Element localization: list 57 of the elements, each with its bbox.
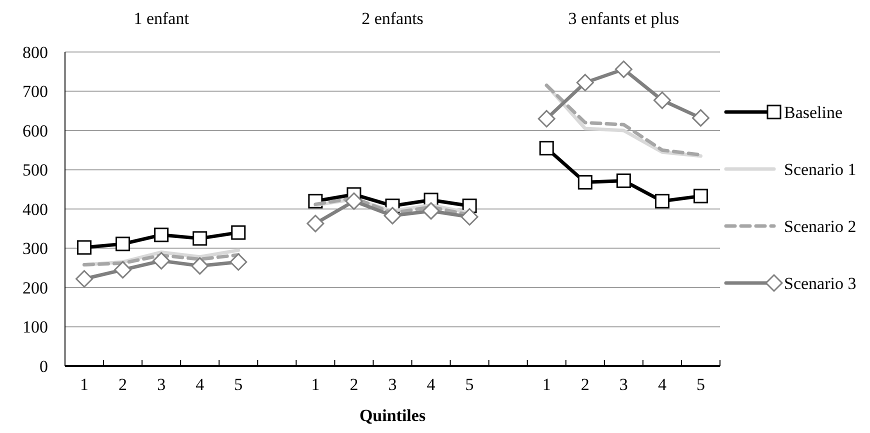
point xyxy=(422,202,440,220)
point xyxy=(76,270,94,288)
point xyxy=(152,252,170,270)
legend-label: Scenario 1 xyxy=(784,160,856,179)
point xyxy=(192,231,208,246)
x-tick-label: 5 xyxy=(234,375,243,394)
point xyxy=(693,188,708,204)
x-tick-label: 2 xyxy=(118,375,128,394)
x-tick-label: 5 xyxy=(696,375,705,394)
point xyxy=(616,173,631,188)
y-tick-label: 800 xyxy=(22,42,48,62)
point xyxy=(114,261,132,279)
point xyxy=(576,74,594,92)
x-tick-label: 1 xyxy=(311,375,320,394)
y-tick-label: 100 xyxy=(22,318,48,337)
point xyxy=(578,175,592,190)
point xyxy=(345,192,363,210)
point xyxy=(692,109,710,127)
y-tick-label: 600 xyxy=(22,121,48,140)
point xyxy=(384,206,402,224)
point xyxy=(460,208,478,226)
point xyxy=(538,110,556,128)
y-tick-label: 200 xyxy=(22,278,48,298)
point xyxy=(230,253,248,271)
point xyxy=(77,240,92,255)
x-tick-label: 4 xyxy=(196,375,205,394)
y-tick-label: 400 xyxy=(22,200,48,219)
legend-label: Scenario 3 xyxy=(784,274,856,293)
point xyxy=(653,92,671,110)
y-tick-label: 0 xyxy=(40,356,48,376)
x-tick-label: 2 xyxy=(350,375,358,394)
y-tick-label: 500 xyxy=(22,160,48,180)
x-tick-label: 3 xyxy=(388,375,397,394)
x-axis-title: Quintiles xyxy=(359,406,426,425)
point xyxy=(154,228,169,242)
x-tick-label: 5 xyxy=(465,375,474,394)
point xyxy=(654,194,670,208)
x-tick-label: 4 xyxy=(426,375,436,394)
point xyxy=(614,60,632,78)
x-tick-label: 4 xyxy=(658,375,667,394)
x-tick-label: 1 xyxy=(80,375,89,394)
text: 2 enfants xyxy=(362,9,424,28)
text: 3 enfants et plus xyxy=(568,9,680,28)
y-tick-label: 300 xyxy=(22,239,48,258)
point xyxy=(191,257,209,275)
x-tick-label: 2 xyxy=(580,375,590,394)
x-tick-label: 3 xyxy=(619,375,628,394)
x-tick-label: 1 xyxy=(542,375,551,394)
point xyxy=(306,214,324,232)
point xyxy=(539,140,554,156)
point xyxy=(231,225,246,240)
legend-label: Scenario 2 xyxy=(784,216,856,236)
legend-label: Baseline xyxy=(784,102,843,122)
point xyxy=(116,236,130,252)
text: 1 enfant xyxy=(134,9,190,28)
y-tick-label: 700 xyxy=(22,82,48,102)
x-tick-label: 3 xyxy=(157,375,166,394)
